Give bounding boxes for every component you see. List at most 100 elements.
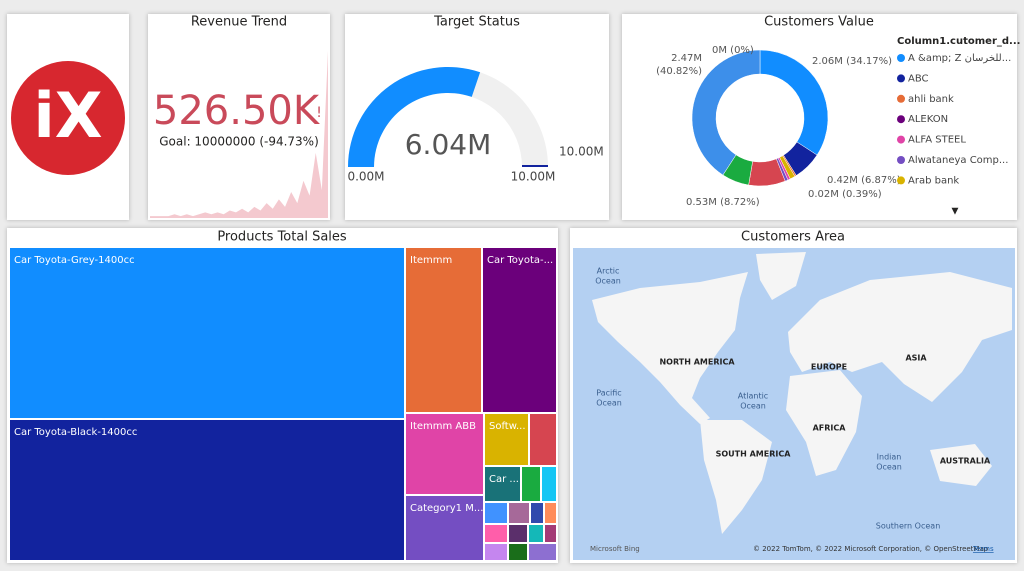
revenue-goal: Goal: 10000000 (-94.73%): [159, 135, 319, 149]
legend-label: ALFA STEEL: [908, 135, 966, 146]
revenue-value: 526.50K: [153, 88, 321, 134]
map-label: AUSTRALIA: [940, 457, 991, 466]
treemap-tile[interactable]: [530, 414, 556, 465]
legend-title: Column1.cutomer_d...: [897, 36, 1020, 47]
gauge-min: 0.00M: [347, 170, 384, 184]
legend-marker: [897, 74, 905, 83]
map-label: Indian: [877, 453, 902, 462]
map-label: Ocean: [740, 402, 766, 411]
treemap-tile[interactable]: [542, 467, 556, 501]
slice-label: 0M (0%): [712, 45, 754, 56]
tile-label: Itemmm ABB: [410, 421, 476, 432]
slice-label: 0.53M (8.72%): [686, 197, 760, 208]
land: [592, 272, 748, 424]
treemap-tile[interactable]: [485, 414, 528, 465]
legend-label: ahli bank: [908, 94, 954, 105]
donut-group: 2.06M (34.17%) 0.42M (6.87%) 0.02M (0.39%)…: [656, 45, 901, 208]
map-label: Ocean: [595, 277, 621, 286]
treemap-tile[interactable]: [529, 544, 556, 560]
map-label: Arctic: [597, 267, 620, 276]
slice-label: (40.82%): [656, 66, 702, 77]
legend-label: Alwataneya Comp...: [908, 155, 1008, 166]
gauge-value: 6.04M: [405, 128, 492, 161]
gauge-value: [348, 66, 481, 167]
map-label: NORTH AMERICA: [659, 358, 735, 367]
treemap-tile[interactable]: [509, 503, 529, 523]
gauge-target: 10.00M: [559, 145, 604, 159]
treemap-tile[interactable]: [10, 420, 404, 560]
customers-value-title: Customers Value: [764, 15, 874, 30]
legend-marker: [897, 115, 905, 124]
treemap-tile[interactable]: [545, 525, 556, 542]
legend-marker: [897, 94, 905, 103]
target-title: Target Status: [433, 15, 520, 30]
tile-label: Car ...: [489, 474, 519, 485]
tile-label: Car Toyota-Grey-1400cc: [14, 255, 135, 266]
treemap-tile[interactable]: [485, 503, 507, 523]
legend-marker: [897, 135, 905, 144]
treemap-tile[interactable]: [485, 525, 507, 542]
logo-circle: [11, 61, 125, 175]
treemap-tile[interactable]: [529, 525, 543, 542]
map-attribution: © 2022 TomTom, © 2022 Microsoft Corporat…: [753, 545, 989, 553]
treemap-tile[interactable]: [545, 503, 556, 523]
land: [930, 444, 992, 486]
donut-slice: [691, 49, 761, 176]
map-label: EUROPE: [811, 363, 847, 372]
map-label: Ocean: [596, 399, 622, 408]
legend-marker: [897, 156, 905, 164]
land: [786, 370, 862, 476]
treemap-tile[interactable]: [10, 248, 404, 418]
logo-text: iX: [33, 79, 102, 152]
legend-label: ABC: [908, 73, 929, 84]
legend-marker: [897, 54, 905, 62]
treemap-tile[interactable]: [485, 467, 520, 501]
legend-marker: [897, 176, 905, 185]
legend-label: A &amp; Z للخرسان...: [908, 53, 1011, 64]
treemap-tile[interactable]: [509, 544, 527, 560]
treemap-tile[interactable]: [485, 544, 507, 560]
slice-label: 0.42M (6.87%): [827, 175, 901, 186]
map-terms[interactable]: Terms: [972, 545, 994, 553]
legend: A &amp; Z للخرسان... ABC ahli bank ALEKON AL…: [897, 53, 1011, 186]
treemap-tile[interactable]: [531, 503, 543, 523]
treemap-tile[interactable]: [483, 248, 556, 412]
slice-label: 0.02M (0.39%): [808, 189, 882, 200]
sparkline-area: [150, 50, 328, 218]
revenue-panel: [148, 14, 330, 220]
treemap-title: Products Total Sales: [217, 230, 347, 245]
gauge-max: 10.00M: [511, 170, 556, 184]
map-label: Ocean: [876, 463, 902, 472]
treemap-tile[interactable]: [509, 525, 527, 542]
legend-label: ALEKON: [908, 114, 948, 125]
sparkline-group: [150, 50, 328, 218]
slice-label: 2.47M: [671, 53, 702, 64]
legend-scroll[interactable]: ▼: [952, 207, 959, 217]
map-label: AFRICA: [813, 424, 847, 433]
land: [700, 420, 772, 534]
treemap-tile[interactable]: [522, 467, 540, 501]
tile-label: Car Toyota-Black-1400cc: [14, 427, 137, 438]
gauge-group: [348, 66, 548, 167]
slice-label: 2.06M (34.17%): [812, 56, 892, 67]
revenue-alert: !: [316, 105, 322, 121]
revenue-title: Revenue Trend: [191, 15, 287, 30]
treemap-tile[interactable]: [406, 248, 481, 412]
tile-label: Category1 M...: [410, 503, 483, 514]
treemap-tile[interactable]: [406, 414, 483, 494]
map-label: SOUTH AMERICA: [716, 450, 792, 459]
map-provider: Microsoft Bing: [590, 545, 640, 553]
tile-label: Itemmm: [410, 255, 452, 266]
map-label: Atlantic: [738, 392, 768, 401]
map-label: Pacific: [596, 389, 621, 398]
tile-label: Softw...: [489, 421, 526, 432]
tile-label: Car Toyota-...: [487, 255, 553, 266]
legend-label: Arab bank: [908, 175, 959, 186]
map-title: Customers Area: [741, 230, 845, 245]
treemap: Car Toyota-Grey-1400cc Car Toyota-Black-1…: [10, 248, 556, 560]
treemap-tile[interactable]: [406, 496, 483, 560]
map-label: ASIA: [905, 354, 927, 363]
